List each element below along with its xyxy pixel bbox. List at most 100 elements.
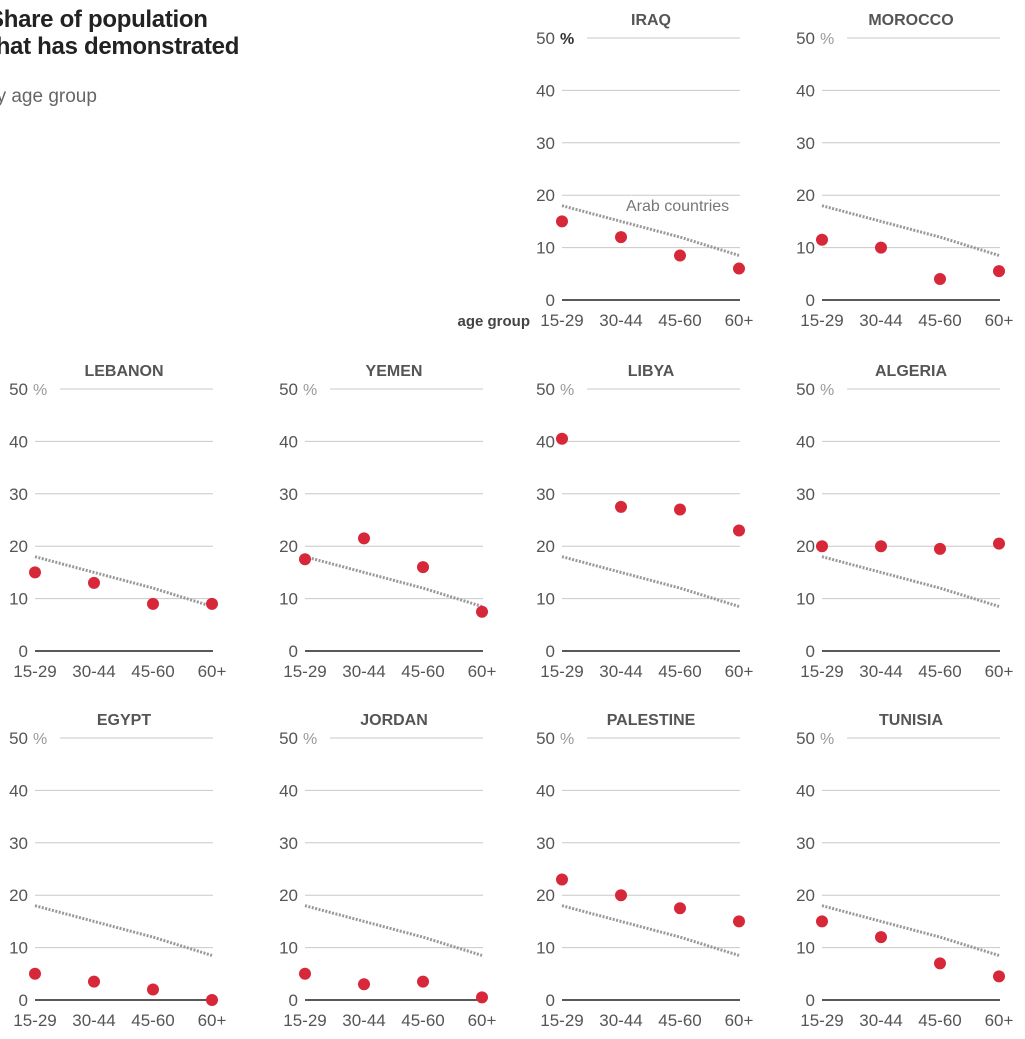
x-tick-label: 30-44 [342,662,385,681]
data-point [733,524,745,537]
y-unit-label: % [560,731,574,748]
reference-line [34,555,213,608]
x-tick-label: 60+ [198,662,227,681]
y-tick-label: 50 [9,380,28,399]
y-tick-label: 0 [289,642,298,661]
panel-tunisia: TUNISIA 0 10 20 30 40 50 % 15-29 30-44 45-60 60+ [796,712,1013,1030]
y-tick-label: 20 [536,186,555,205]
y-tick-label: 50 [536,729,555,748]
x-tick-label: 30-44 [859,662,902,681]
y-tick-label: 40 [796,781,815,800]
reference-line [34,904,213,957]
data-point [934,957,946,970]
x-tick-label: 30-44 [599,1011,642,1030]
y-tick-label: 0 [806,291,815,310]
x-tick-label: 30-44 [72,1011,115,1030]
x-tick-label: 15-29 [800,1011,843,1030]
x-tick-label: 15-29 [283,662,326,681]
data-point [358,978,370,991]
x-tick-label: 60+ [468,1011,497,1030]
y-tick-label: 0 [546,642,555,661]
data-point [299,553,311,566]
y-unit-label: % [303,731,317,748]
panel-algeria: ALGERIA 0 10 20 30 40 50 % 15-29 30-44 45-60 60+ [796,363,1013,681]
y-tick-label: 40 [279,432,298,451]
y-unit-label: % [820,382,834,399]
y-tick-label: 30 [796,485,815,504]
panel-jordan: JORDAN 0 10 20 30 40 50 % 15-29 30-44 45-60 60+ [279,712,496,1030]
data-point [206,597,218,610]
data-point [29,566,41,579]
panel-title: YEMEN [366,363,423,380]
y-tick-label: 50 [279,729,298,748]
y-tick-label: 30 [536,485,555,504]
x-tick-label: 60+ [985,311,1014,330]
y-tick-label: 30 [279,834,298,853]
data-point [674,503,686,516]
y-tick-label: 10 [536,239,555,258]
y-tick-label: 20 [279,886,298,905]
y-tick-label: 50 [279,380,298,399]
x-tick-label: 15-29 [540,1011,583,1030]
x-tick-label: 45-60 [918,1011,961,1030]
y-tick-label: 50 [9,729,28,748]
reference-line [821,904,1000,957]
y-tick-label: 30 [536,834,555,853]
y-tick-label: 30 [536,134,555,153]
x-tick-label: 30-44 [599,311,642,330]
y-unit-label: % [820,31,834,48]
panel-libya: LIBYA 0 10 20 30 40 50 % 15-29 30-44 45-60 60+ [536,363,753,681]
data-point [875,241,887,254]
panel-title: PALESTINE [607,712,696,729]
y-tick-label: 40 [279,781,298,800]
y-unit-label: % [560,31,574,48]
y-unit-label: % [33,731,47,748]
data-point [206,994,218,1006]
x-tick-label: 60+ [198,1011,227,1030]
x-tick-label: 45-60 [918,662,961,681]
y-tick-label: 10 [9,590,28,609]
y-tick-label: 0 [806,642,815,661]
panel-egypt: EGYPT 0 10 20 30 40 50 % 15-29 30-44 45-60 60+ [9,712,226,1030]
panel-title: LIBYA [628,363,675,380]
y-tick-label: 40 [9,781,28,800]
data-point [88,576,100,589]
y-tick-label: 40 [796,432,815,451]
y-tick-label: 40 [796,81,815,100]
y-tick-label: 20 [9,886,28,905]
y-unit-label: % [560,382,574,399]
panel-yemen: YEMEN 0 10 20 30 40 50 % 15-29 30-44 45-60 60+ [279,363,496,681]
y-tick-label: 50 [796,729,815,748]
data-point [476,991,488,1004]
y-tick-label: 20 [796,186,815,205]
x-tick-label: 30-44 [859,1011,902,1030]
data-point [299,967,311,980]
data-point [674,902,686,915]
y-tick-label: 0 [806,991,815,1010]
data-point [147,597,159,610]
reference-line-label: Arab countries [626,198,729,215]
x-tick-label: 60+ [985,1011,1014,1030]
panel-title: LEBANON [84,363,163,380]
y-tick-label: 30 [796,134,815,153]
y-tick-label: 0 [546,291,555,310]
x-tick-label: 60+ [725,311,754,330]
data-point [615,231,627,244]
x-tick-label: 45-60 [401,662,444,681]
x-tick-label: 60+ [985,662,1014,681]
reference-line [304,904,483,957]
panel-iraq: IRAQ 0 10 20 30 40 50 % 15-29 30-44 45-60 60+ age gr… [457,12,753,330]
x-tick-label: 15-29 [13,1011,56,1030]
data-point [934,542,946,555]
data-point [875,931,887,944]
x-tick-label: 30-44 [859,311,902,330]
y-tick-label: 20 [796,886,815,905]
data-point [875,540,887,553]
y-tick-label: 0 [19,991,28,1010]
y-tick-label: 0 [546,991,555,1010]
x-tick-label: 30-44 [72,662,115,681]
x-tick-label: 45-60 [401,1011,444,1030]
y-tick-label: 20 [279,537,298,556]
y-tick-label: 10 [279,939,298,958]
